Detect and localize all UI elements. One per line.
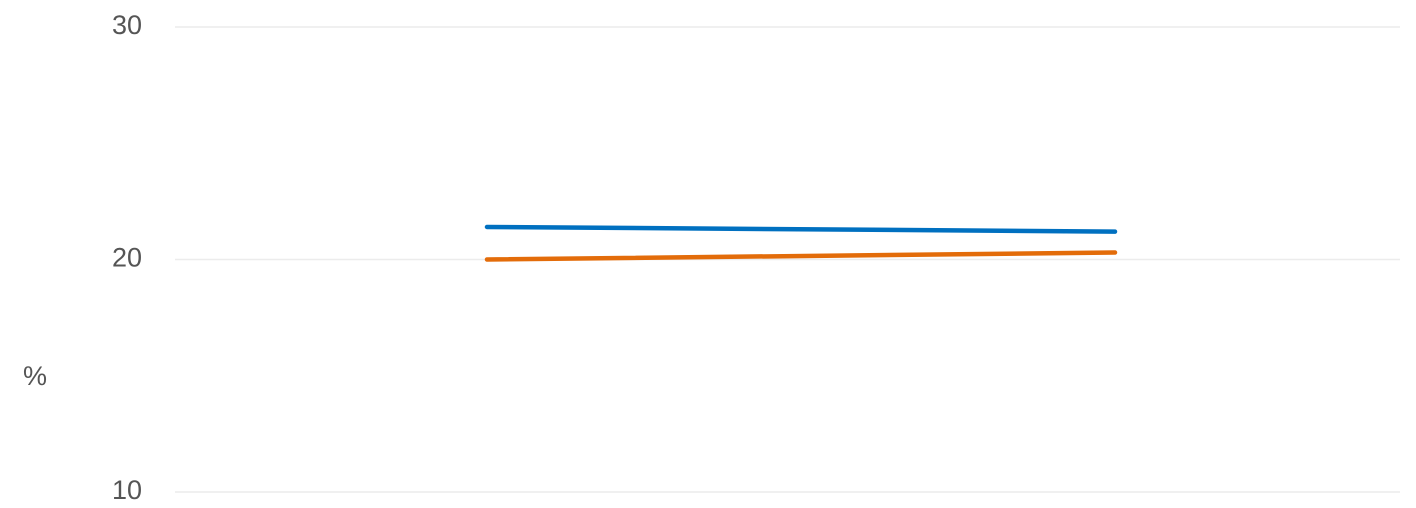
y-tick-label: 30 (112, 10, 142, 40)
y-tick-label: 20 (112, 243, 142, 273)
y-tick-label: 10 (112, 475, 142, 505)
y-axis-label: % (23, 361, 47, 391)
series-line (484, 250, 1118, 262)
series-line (484, 224, 1118, 234)
